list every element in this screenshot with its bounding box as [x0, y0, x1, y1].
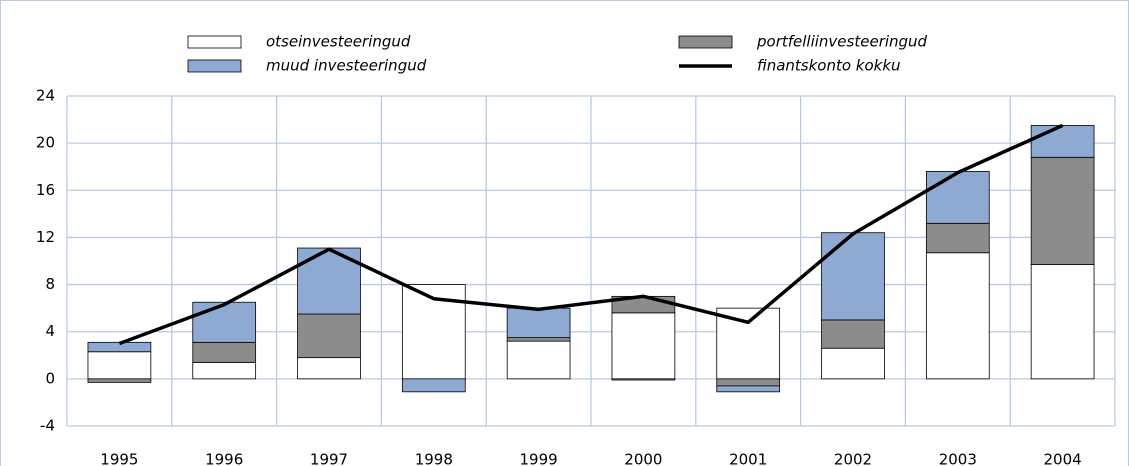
- y-tick-label: 8: [45, 275, 55, 293]
- legend-label: portfelliinvesteeringud: [756, 33, 928, 51]
- x-tick-label: 1999: [520, 451, 558, 466]
- bar: [192, 301, 257, 343]
- bars: [87, 125, 1095, 393]
- bar: [297, 357, 361, 380]
- y-tick-label: -4: [40, 417, 55, 435]
- line: [118, 123, 1064, 346]
- bar: [716, 307, 781, 380]
- legend-swatch: [187, 59, 242, 73]
- bar: [925, 252, 990, 380]
- grid: [66, 95, 1116, 427]
- bar: [506, 307, 571, 339]
- x-tick-label: 2000: [624, 451, 662, 466]
- bar: [1030, 156, 1095, 265]
- legend-swatch: [187, 35, 242, 49]
- x-tick-label: 1998: [415, 451, 453, 466]
- bar: [716, 385, 781, 393]
- bar: [611, 378, 676, 381]
- y-tick-label: 4: [45, 322, 55, 340]
- legend-label: finantskonto kokku: [757, 57, 901, 75]
- x-tick-label: 1997: [310, 451, 348, 466]
- bar: [821, 232, 885, 321]
- bar: [1030, 264, 1095, 380]
- x-tick-label: 2003: [939, 451, 977, 466]
- x-tick-label: 1996: [205, 451, 243, 466]
- bar: [87, 351, 152, 380]
- bar: [611, 312, 676, 380]
- bar: [401, 378, 466, 393]
- x-tick-label: 2002: [834, 451, 872, 466]
- y-tick-label: 16: [36, 181, 55, 199]
- bar: [506, 337, 571, 342]
- bar: [297, 313, 361, 359]
- x-tick-label: 2001: [729, 451, 767, 466]
- legend: otseinvesteeringud portfelliinvesteeringu…: [187, 33, 928, 75]
- legend-label: otseinvesteeringud: [266, 33, 411, 51]
- bar: [192, 361, 257, 380]
- bar: [821, 319, 885, 349]
- bar: [716, 378, 781, 387]
- x-tick-label: 1995: [100, 451, 138, 466]
- bar: [192, 341, 257, 363]
- bar: [925, 171, 990, 224]
- bar: [506, 340, 571, 380]
- bar: [821, 347, 885, 380]
- x-tick-label: 2004: [1044, 451, 1082, 466]
- bar: [87, 378, 152, 383]
- y-tick-label: 12: [36, 228, 55, 246]
- y-tick-label: 24: [36, 87, 55, 105]
- bar: [925, 222, 990, 254]
- y-tick-label: 20: [36, 134, 55, 152]
- legend-swatch: [678, 35, 733, 49]
- bar: [1030, 125, 1095, 158]
- legend-label: muud investeeringud: [266, 57, 427, 75]
- y-tick-label: 0: [45, 369, 55, 387]
- bar: [87, 341, 152, 353]
